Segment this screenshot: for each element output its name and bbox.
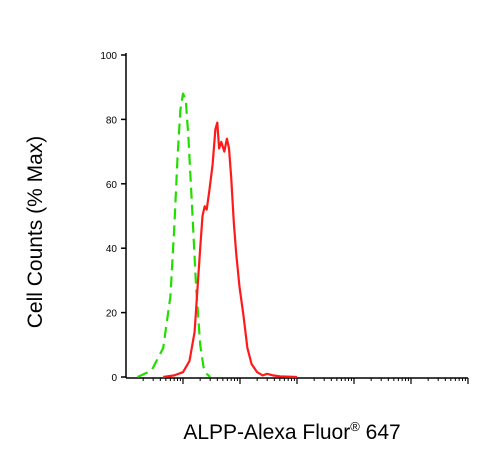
y-tick-label: 40 <box>106 244 118 255</box>
x-axis <box>126 377 469 384</box>
y-tick-label: 20 <box>106 309 118 320</box>
x-axis-title-main: ALPP-Alexa Fluor <box>183 421 350 444</box>
x-axis-title-superscript: ® <box>350 419 360 434</box>
y-tick-label: 100 <box>100 51 117 62</box>
series-line-dashed <box>137 92 211 378</box>
y-axis-title: Cell Counts (% Max) <box>24 136 47 329</box>
series-line-solid <box>163 121 298 379</box>
y-axis: 0 20 40 60 80 100 <box>100 51 127 384</box>
y-tick-label: 60 <box>106 180 118 191</box>
x-axis-title: ALPP-Alexa Fluor® 647 <box>183 419 400 444</box>
y-tick-label: 0 <box>111 373 117 384</box>
x-axis-title-suffix: 647 <box>360 421 401 444</box>
y-tick-label: 80 <box>106 115 118 126</box>
series-layer <box>137 92 298 379</box>
